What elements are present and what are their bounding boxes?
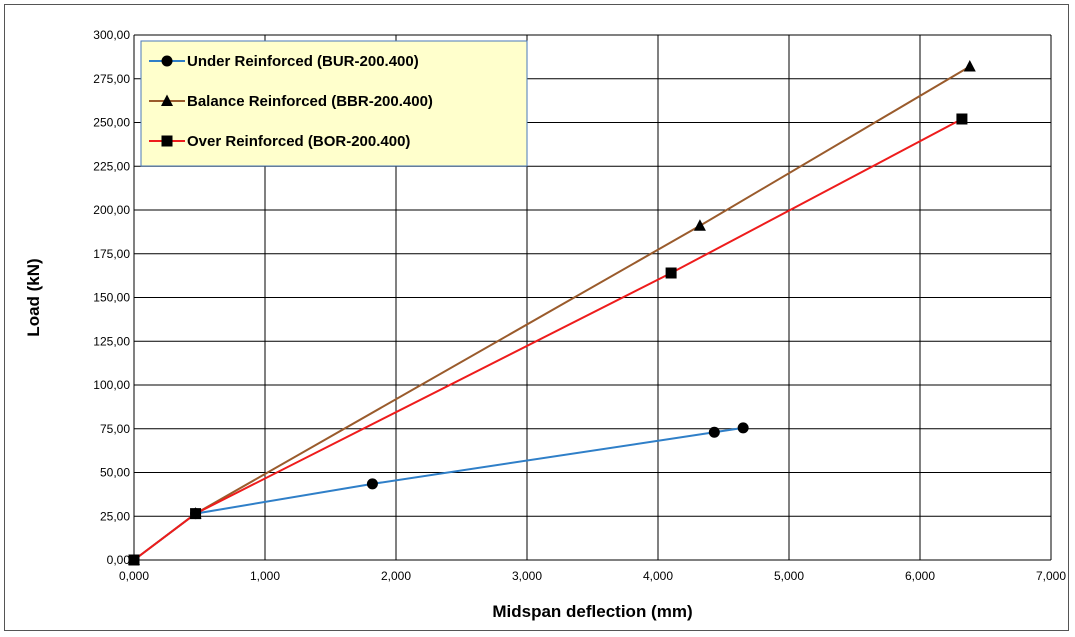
y-tick-label: 75,00 (100, 422, 130, 436)
legend-marker (161, 94, 173, 106)
y-tick-label: 50,00 (100, 466, 130, 480)
legend-item: Over Reinforced (BOR-200.400) (149, 133, 410, 150)
y-tick-label: 175,00 (93, 247, 130, 261)
line-chart: 0,000 1,000 2,000 3,000 4,000 5,000 6,000 7,000… (24, 28, 1066, 621)
y-tick-label: 300,00 (93, 28, 130, 42)
data-point (366, 478, 378, 490)
y-tick-label: 225,00 (93, 159, 130, 173)
y-tick-label: 150,00 (93, 291, 130, 305)
legend-marker (161, 135, 173, 147)
x-axis-ticks: 0,000 1,000 2,000 3,000 4,000 5,000 6,000 7,000 (119, 569, 1066, 583)
series-layer (128, 60, 976, 566)
data-point (693, 219, 706, 231)
x-tick-label: 3,000 (512, 569, 542, 583)
legend-box (140, 40, 528, 167)
y-axis-title: Load (kN) (24, 258, 43, 336)
series-square (133, 118, 963, 561)
x-axis-title: Midspan deflection (mm) (492, 602, 692, 621)
legend-label: Over Reinforced (BOR-200.400) (187, 133, 410, 150)
y-tick-label: 0,00 (107, 553, 131, 567)
legend-label: Under Reinforced (BUR-200.400) (187, 53, 419, 70)
x-tick-label: 6,000 (905, 569, 935, 583)
data-point (956, 113, 968, 125)
grid (133, 34, 1052, 561)
y-tick-label: 200,00 (93, 203, 130, 217)
y-tick-label: 25,00 (100, 509, 130, 523)
legend-marker (161, 55, 173, 67)
data-point (665, 267, 677, 279)
data-point (190, 508, 202, 520)
data-point (708, 426, 720, 438)
series-circle (133, 426, 744, 561)
x-tick-label: 7,000 (1036, 569, 1066, 583)
y-tick-label: 275,00 (93, 72, 130, 86)
data-point (963, 60, 976, 72)
x-tick-label: 0,000 (119, 569, 149, 583)
legend: Under Reinforced (BUR-200.400) Balance Re… (140, 40, 528, 167)
chart-frame: 0,000 1,000 2,000 3,000 4,000 5,000 6,000 7,000… (4, 4, 1069, 631)
legend-item: Balance Reinforced (BBR-200.400) (149, 93, 433, 110)
x-tick-label: 4,000 (643, 569, 673, 583)
series-line (133, 426, 744, 561)
legend-item: Under Reinforced (BUR-200.400) (149, 53, 419, 70)
series-markers-circle (128, 422, 749, 566)
y-axis-ticks: 0,00 25,00 50,00 75,00 100,00 125,00 150,00 175… (93, 28, 130, 567)
data-point (737, 422, 749, 434)
y-tick-label: 250,00 (93, 116, 130, 130)
x-tick-label: 2,000 (381, 569, 411, 583)
series-line (133, 118, 963, 561)
y-tick-label: 100,00 (93, 378, 130, 392)
x-tick-label: 1,000 (250, 569, 280, 583)
legend-label: Balance Reinforced (BBR-200.400) (187, 93, 433, 110)
y-tick-label: 125,00 (93, 334, 130, 348)
x-tick-label: 5,000 (774, 569, 804, 583)
series-markers-square (128, 113, 968, 566)
data-point (128, 554, 140, 566)
